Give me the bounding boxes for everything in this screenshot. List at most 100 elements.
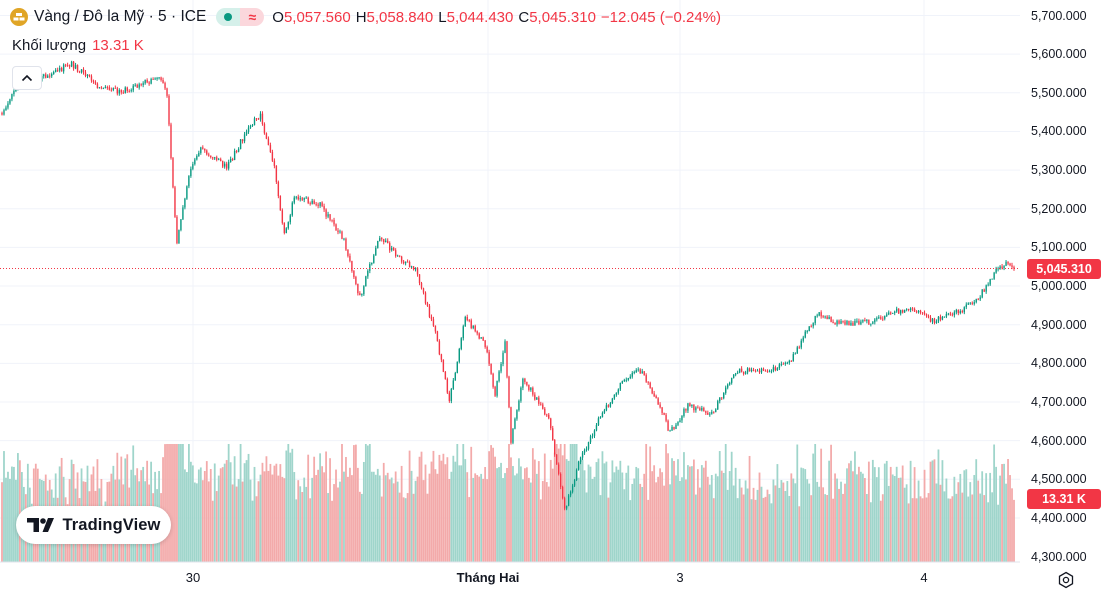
- volume-bar: [768, 494, 771, 562]
- candle-body: [888, 312, 890, 315]
- volume-bar: [452, 455, 455, 562]
- tradingview-mark-icon: [26, 518, 54, 532]
- candle-body: [138, 84, 140, 88]
- candle-body: [490, 363, 492, 374]
- candle-body: [347, 249, 349, 256]
- candle-body: [641, 371, 643, 374]
- volume-bar: [780, 480, 783, 562]
- volume-bar: [863, 478, 866, 562]
- candle-body: [377, 240, 379, 248]
- candle-body: [510, 407, 512, 443]
- volume-bar: [341, 444, 343, 562]
- candle-body: [325, 209, 327, 217]
- volume-bar: [374, 474, 377, 562]
- market-status[interactable]: ≈: [216, 8, 265, 26]
- candle-body: [367, 270, 369, 277]
- volume-bar: [267, 470, 270, 562]
- candle-body: [880, 317, 882, 319]
- candle-body: [1003, 265, 1005, 269]
- volume-bar: [504, 473, 506, 562]
- volume-bar: [372, 471, 375, 562]
- candle-body: [460, 338, 462, 349]
- volume-bar: [261, 462, 264, 562]
- candle-body: [858, 320, 860, 325]
- volume-bar: [349, 467, 351, 562]
- candle-body: [444, 371, 447, 380]
- symbol-title[interactable]: Vàng / Đô la Mỹ · 5 · ICE: [34, 8, 207, 25]
- volume-legend[interactable]: Khối lượng 13.31 K: [12, 37, 144, 54]
- volume-bar: [325, 451, 327, 562]
- time-axis-label: 4: [920, 570, 928, 585]
- candle-body: [136, 84, 138, 88]
- volume-bar: [259, 474, 262, 562]
- candle-body: [229, 158, 232, 162]
- candle-body: [989, 279, 991, 285]
- volume-bar: [189, 461, 192, 562]
- candle-body: [178, 230, 180, 244]
- volume-bar: [911, 498, 914, 562]
- volume-bar: [730, 451, 733, 562]
- delayed-data-approx-icon[interactable]: ≈: [240, 8, 265, 26]
- candle-body: [717, 401, 719, 410]
- candle-body: [846, 320, 848, 325]
- volume-bar: [822, 487, 825, 562]
- volume-bar: [939, 484, 942, 562]
- volume-bar: [418, 456, 421, 562]
- volume-bar: [877, 467, 880, 562]
- volume-bar: [464, 459, 467, 562]
- volume-bar: [750, 499, 753, 562]
- candle-body: [937, 316, 940, 322]
- volume-bar: [995, 466, 998, 562]
- volume-bar: [865, 494, 868, 562]
- volume-bar: [774, 485, 777, 562]
- candle-body: [130, 90, 132, 92]
- candle-body: [874, 319, 876, 323]
- candle-body: [498, 371, 500, 381]
- gold-coin-icon[interactable]: [10, 8, 28, 26]
- collapse-legend-button[interactable]: [12, 66, 42, 90]
- volume-bar: [537, 461, 540, 562]
- candle-body: [534, 394, 536, 400]
- volume-bar: [424, 464, 427, 562]
- candle-body: [68, 65, 71, 67]
- chart-settings-button[interactable]: [1056, 570, 1076, 590]
- volume-bar: [404, 498, 407, 562]
- volume-bar: [858, 466, 860, 562]
- volume-bar: [955, 493, 958, 562]
- volume-bar: [752, 487, 755, 562]
- candle-body: [412, 266, 415, 270]
- candle-body: [890, 312, 892, 314]
- candle-body: [142, 83, 144, 85]
- price-axis-label: 5,600.000: [1031, 47, 1087, 62]
- candle-body: [816, 315, 818, 317]
- candle-body: [170, 124, 172, 159]
- tradingview-logo[interactable]: TradingView: [16, 506, 171, 544]
- candle-body: [818, 312, 820, 316]
- volume-bar: [201, 480, 204, 562]
- candle-body: [860, 321, 862, 325]
- candle-body: [915, 311, 918, 313]
- volume-bar: [283, 478, 286, 562]
- volume-bar: [170, 444, 172, 562]
- candle-body: [158, 77, 160, 79]
- candle-body: [116, 88, 119, 94]
- candle-body: [257, 118, 260, 120]
- volume-bar: [490, 445, 492, 562]
- volume-bar: [279, 464, 282, 562]
- candle-body: [552, 428, 554, 441]
- candle-body: [754, 370, 757, 372]
- candle-body: [569, 491, 572, 496]
- candle-body: [796, 347, 798, 354]
- candle-body: [404, 261, 407, 264]
- volume-bar: [885, 460, 888, 562]
- candle-body: [838, 320, 840, 324]
- candle-body: [267, 138, 270, 146]
- market-open-dot-icon[interactable]: [216, 8, 241, 26]
- candle-body: [225, 163, 228, 169]
- candle-body: [462, 326, 464, 339]
- volume-bar: [207, 481, 210, 562]
- candle-body: [643, 371, 645, 376]
- candle-body: [114, 87, 117, 89]
- candle-body: [440, 354, 443, 360]
